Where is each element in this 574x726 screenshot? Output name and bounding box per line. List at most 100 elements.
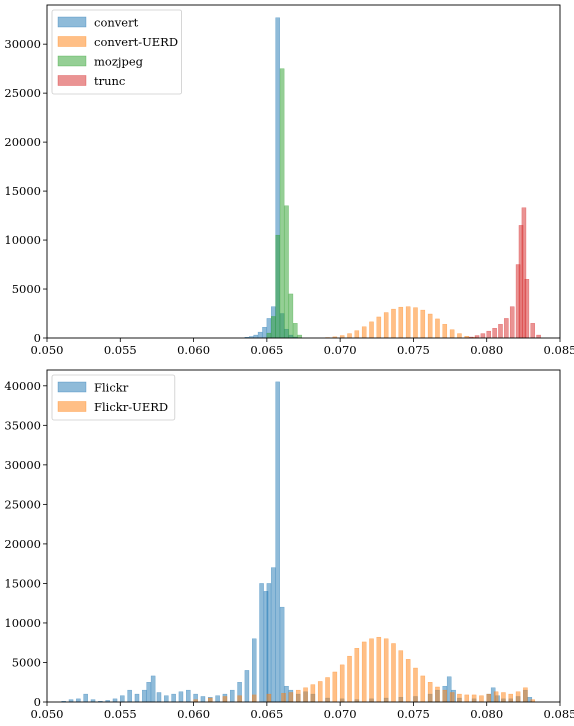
histogram-bar — [523, 687, 528, 703]
y-tick-label: 5000 — [12, 655, 41, 669]
y-tick-label: 0 — [34, 331, 41, 345]
histogram-bar — [83, 693, 88, 703]
histogram-bar — [178, 691, 184, 703]
x-tick-label: 0.075 — [397, 343, 430, 357]
histogram-bar — [369, 638, 374, 703]
histogram-bar — [442, 689, 448, 703]
histogram-bar — [317, 681, 323, 703]
histogram-bar — [413, 667, 418, 703]
legend-label: Flickr — [94, 381, 129, 395]
histogram-bar — [493, 691, 499, 703]
histogram-bar — [383, 638, 389, 703]
histogram-bar — [262, 327, 267, 339]
histogram-bar — [420, 309, 426, 339]
histogram-bar — [279, 68, 285, 339]
histogram-bar — [259, 583, 264, 703]
histogram-bar — [279, 606, 285, 703]
histogram-bar — [237, 695, 242, 703]
x-tick-label: 0.080 — [470, 343, 503, 357]
histogram-bar — [442, 324, 448, 339]
histogram-bar — [486, 693, 492, 703]
histogram-bar — [376, 316, 382, 339]
x-tick-label: 0.065 — [250, 707, 283, 721]
histogram-bar — [76, 698, 81, 703]
y-tick-label: 25000 — [4, 86, 41, 100]
histogram-bar — [332, 671, 338, 703]
histogram-bar — [310, 684, 316, 703]
histogram-bar — [530, 323, 535, 339]
histogram-bar — [471, 694, 477, 703]
histogram-bar — [156, 692, 162, 703]
histogram-bar — [200, 696, 206, 703]
x-tick-label: 0.085 — [544, 343, 574, 357]
x-tick-label: 0.050 — [31, 343, 64, 357]
histogram-bar — [420, 675, 426, 703]
x-tick-label: 0.055 — [104, 343, 137, 357]
histogram-bar — [284, 205, 289, 339]
y-tick-label: 30000 — [4, 458, 41, 472]
histogram-bar — [369, 321, 374, 339]
histogram-bar — [435, 686, 440, 703]
histogram-bar — [457, 693, 462, 703]
y-tick-label: 5000 — [12, 282, 41, 296]
legend-swatch — [57, 16, 87, 28]
axes-frame — [46, 369, 561, 703]
histogram-bar — [251, 638, 257, 703]
series-mozjpeg-bars — [266, 68, 302, 339]
histogram-bar — [295, 689, 301, 703]
histogram-bar — [413, 307, 418, 339]
histogram-bar — [501, 692, 506, 703]
series-trunc-bars — [468, 207, 541, 339]
histogram-bar — [112, 698, 118, 703]
histogram-bar — [449, 692, 455, 703]
y-tick-label: 15000 — [4, 184, 41, 198]
legend-label: mozjpeg — [94, 55, 144, 69]
histogram-bar — [134, 693, 140, 703]
x-tick-label: 0.070 — [324, 707, 357, 721]
histogram-bar — [171, 693, 176, 703]
histogram-bar — [354, 330, 360, 339]
series-flickr-bars — [61, 381, 533, 703]
y-tick-label: 25000 — [4, 497, 41, 511]
histogram-bar — [405, 659, 411, 703]
histogram-bar — [376, 636, 382, 703]
histogram-bar — [354, 648, 360, 703]
histogram-bar — [457, 333, 462, 339]
histogram-bar — [208, 697, 213, 703]
histogram-bar — [142, 689, 147, 703]
x-tick-label: 0.080 — [470, 707, 503, 721]
histogram-bar — [215, 695, 220, 703]
y-tick-label: 15000 — [4, 576, 41, 590]
histogram-bar — [361, 641, 367, 703]
histogram-bar — [266, 693, 272, 703]
histogram-bar — [127, 689, 132, 703]
histogram-bar — [524, 279, 530, 339]
histogram-bar — [486, 330, 492, 339]
series-flickr-uerd-bars — [193, 636, 535, 703]
x-tick-label: 0.065 — [250, 343, 283, 357]
histogram-bar — [303, 687, 308, 703]
x-tick-label: 0.070 — [324, 343, 357, 357]
legend-swatch — [57, 75, 87, 86]
y-tick-label: 40000 — [4, 379, 41, 393]
x-tick-label: 0.050 — [31, 707, 64, 721]
x-tick-label: 0.055 — [104, 707, 137, 721]
histogram-bar — [120, 695, 125, 703]
legend-swatch — [57, 55, 87, 67]
histogram-bar — [244, 670, 250, 703]
histogram-bar — [275, 234, 280, 339]
histogram-bar — [230, 689, 235, 703]
histogram-bar — [186, 689, 191, 703]
histogram-bar — [504, 318, 509, 339]
legend-label: convert-UERD — [94, 35, 178, 49]
histogram-bar — [251, 694, 257, 703]
histogram-bar — [464, 694, 470, 703]
legend-label: trunc — [94, 74, 125, 88]
histogram-bar — [257, 331, 263, 339]
histogram-bar — [427, 313, 433, 339]
histogram-bar — [293, 323, 298, 339]
histogram-bar — [266, 332, 272, 339]
legend: convert convert-UERD mozjpeg trunc — [51, 9, 183, 95]
histogram-bar — [508, 693, 514, 703]
